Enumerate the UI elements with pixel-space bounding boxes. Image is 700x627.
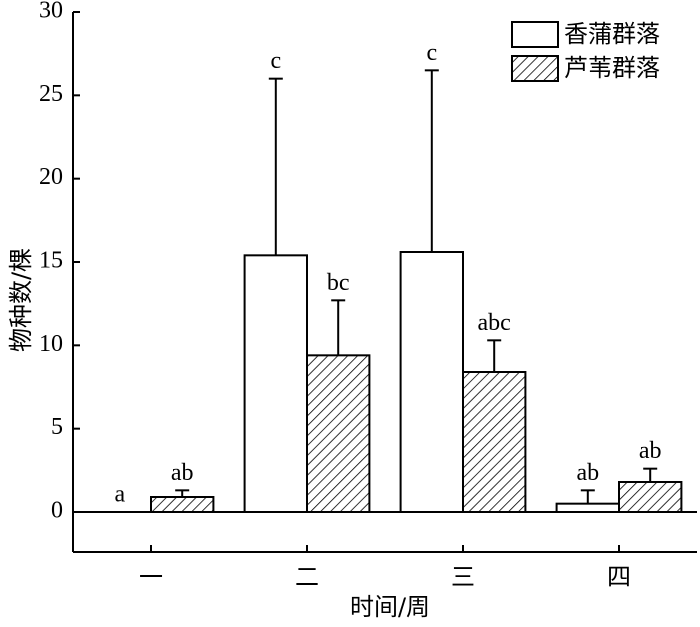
significance-letter: c — [270, 48, 281, 74]
bar — [399, 251, 465, 513]
legend-swatch — [511, 21, 559, 48]
significance-letter: abc — [478, 310, 511, 336]
y-tick-label: 15 — [39, 248, 63, 274]
x-axis-label: 时间/周 — [350, 593, 430, 621]
significance-letter: ab — [171, 460, 194, 486]
x-tick-label: 四 — [607, 563, 631, 591]
bar — [618, 481, 683, 513]
x-tick-label: 三 — [451, 563, 475, 591]
y-tick-label: 5 — [51, 414, 63, 440]
x-tick-label: 二 — [295, 563, 319, 591]
significance-letter: a — [114, 482, 125, 508]
y-tick-label: 0 — [51, 498, 63, 524]
bar — [150, 496, 215, 513]
y-tick-label: 20 — [39, 164, 63, 190]
significance-letter: ab — [576, 460, 599, 486]
bar — [243, 254, 309, 513]
bar — [306, 354, 371, 514]
legend-label: 芦苇群落 — [564, 54, 660, 82]
significance-letter: ab — [639, 438, 662, 464]
significance-letter: bc — [327, 270, 350, 296]
y-axis-label: 物种数/棵 — [7, 248, 35, 352]
bar — [555, 502, 620, 513]
x-tick-label: 一 — [139, 563, 163, 591]
y-tick-label: 25 — [39, 81, 63, 107]
bar — [462, 371, 527, 513]
y-tick-label: 30 — [39, 0, 63, 24]
legend-swatch — [511, 55, 559, 82]
significance-letter: c — [426, 40, 437, 66]
y-tick-label: 10 — [39, 331, 63, 357]
legend-label: 香蒲群落 — [564, 20, 660, 48]
